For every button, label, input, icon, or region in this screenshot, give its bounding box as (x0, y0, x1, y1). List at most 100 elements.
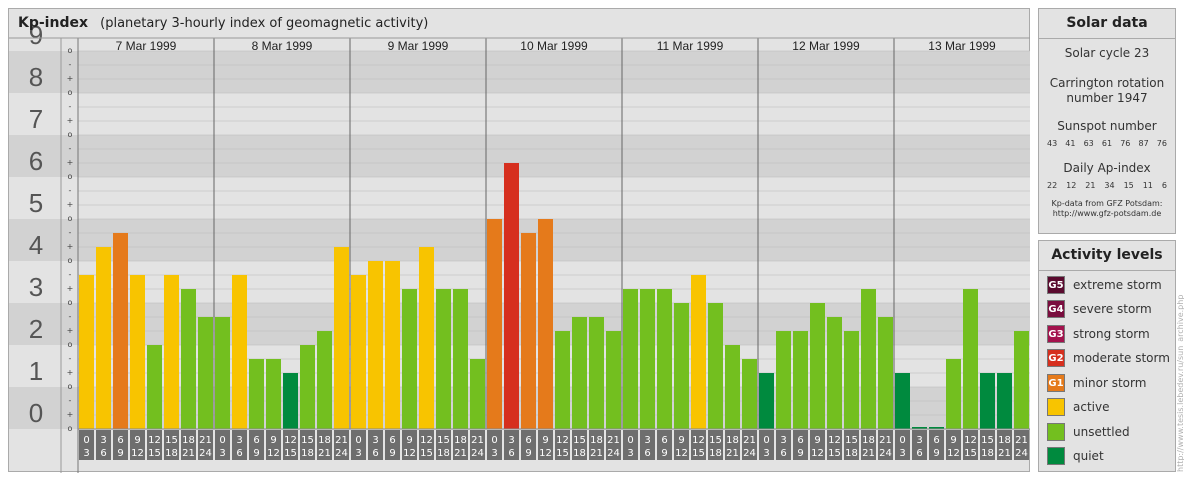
level-swatch (1047, 447, 1065, 465)
interval-end: 21 (590, 448, 603, 459)
interval-start: 21 (1015, 435, 1028, 446)
kp-bar (674, 303, 689, 429)
interval-start: 3 (780, 435, 786, 446)
carrington-line-1: Carrington rotation (1049, 76, 1165, 90)
interval-start: 3 (508, 435, 514, 446)
y-minor-marker: - (69, 144, 72, 153)
interval-start: 6 (933, 435, 939, 446)
interval-start: 6 (797, 435, 803, 446)
kp-band (9, 387, 1030, 429)
y-tick-label: 1 (29, 356, 43, 386)
interval-end: 9 (797, 448, 803, 459)
interval-end: 15 (284, 448, 297, 459)
interval-cell (844, 430, 859, 460)
interval-end: 21 (862, 448, 875, 459)
credit-link[interactable]: http://www.gfz-potsdam.de (1052, 209, 1162, 218)
interval-cell (980, 430, 995, 460)
kp-bar (589, 316, 604, 429)
interval-start: 21 (743, 435, 756, 446)
interval-start: 18 (726, 435, 739, 446)
interval-cell (895, 430, 910, 460)
kp-bar (657, 289, 672, 429)
sunspot-value: 76 (1120, 139, 1131, 148)
level-g3: G3 strong storm (1047, 325, 1150, 343)
kp-bar (300, 345, 315, 429)
interval-start: 6 (117, 435, 123, 446)
interval-cell (419, 430, 434, 460)
interval-end: 24 (471, 448, 484, 459)
kp-bar (96, 247, 111, 429)
sunspot-value: 41 (1065, 139, 1076, 148)
interval-cell (368, 430, 383, 460)
interval-start: 12 (284, 435, 297, 446)
interval-start: 15 (709, 435, 722, 446)
interval-cell (79, 430, 94, 460)
kp-bar (113, 232, 128, 429)
kp-bar (725, 345, 740, 429)
interval-cell (402, 430, 417, 460)
interval-cell (385, 430, 400, 460)
kp-bar (470, 358, 485, 429)
level-label: extreme storm (1073, 278, 1162, 292)
interval-start: 15 (165, 435, 178, 446)
interval-end: 21 (182, 448, 195, 459)
kp-bar (759, 373, 774, 429)
ap-index-values: 22 12 21 34 15 11 6 (1039, 181, 1175, 190)
day-label: 8 Mar 1999 (252, 39, 313, 53)
interval-start: 6 (253, 435, 259, 446)
level-label: moderate storm (1073, 351, 1170, 365)
kp-bar (453, 289, 468, 429)
interval-start: 3 (644, 435, 650, 446)
kp-bar (555, 331, 570, 429)
interval-end: 9 (117, 448, 123, 459)
kp-bar (878, 316, 893, 429)
y-tick-label: 7 (29, 104, 43, 134)
y-tick-label: 5 (29, 188, 43, 218)
interval-end: 18 (301, 448, 314, 459)
data-credit: Kp-data from GFZ Potsdam: http://www.gfz… (1039, 199, 1175, 219)
interval-start: 3 (100, 435, 106, 446)
kp-bar (130, 274, 145, 429)
kp-bar (215, 316, 230, 429)
interval-cell (232, 430, 247, 460)
level-swatch: G4 (1047, 300, 1065, 318)
interval-end: 12 (811, 448, 824, 459)
interval-cell (300, 430, 315, 460)
kp-bar (368, 261, 383, 429)
kp-bar (181, 289, 196, 429)
kp-bar (963, 289, 978, 429)
ap-value: 11 (1142, 181, 1153, 190)
interval-start: 21 (199, 435, 212, 446)
sunspot-value: 87 (1138, 139, 1149, 148)
interval-end: 15 (692, 448, 705, 459)
level-swatch: G3 (1047, 325, 1065, 343)
sunspot-value: 76 (1156, 139, 1167, 148)
sunspot-title: Sunspot number (1057, 119, 1157, 133)
interval-start: 12 (420, 435, 433, 446)
interval-cell (147, 430, 162, 460)
interval-start: 0 (83, 435, 89, 446)
interval-start: 9 (134, 435, 140, 446)
day-label: 7 Mar 1999 (116, 39, 177, 53)
interval-end: 15 (964, 448, 977, 459)
interval-cell (283, 430, 298, 460)
interval-cell (759, 430, 774, 460)
interval-start: 3 (916, 435, 922, 446)
interval-cell (555, 430, 570, 460)
interval-start: 12 (556, 435, 569, 446)
interval-cell (606, 430, 621, 460)
level-active: active (1047, 398, 1109, 416)
interval-end: 21 (998, 448, 1011, 459)
interval-end: 24 (1015, 448, 1028, 459)
kp-band (9, 135, 1030, 177)
interval-end: 9 (253, 448, 259, 459)
y-minor-marker: + (67, 242, 74, 251)
kp-bar (1014, 331, 1029, 429)
interval-start: 15 (437, 435, 450, 446)
sunspot-values: 43 41 63 61 76 87 76 (1039, 139, 1175, 148)
y-tick-label: 3 (29, 272, 43, 302)
interval-end: 24 (335, 448, 348, 459)
level-swatch: G5 (1047, 276, 1065, 294)
kp-bar (572, 316, 587, 429)
